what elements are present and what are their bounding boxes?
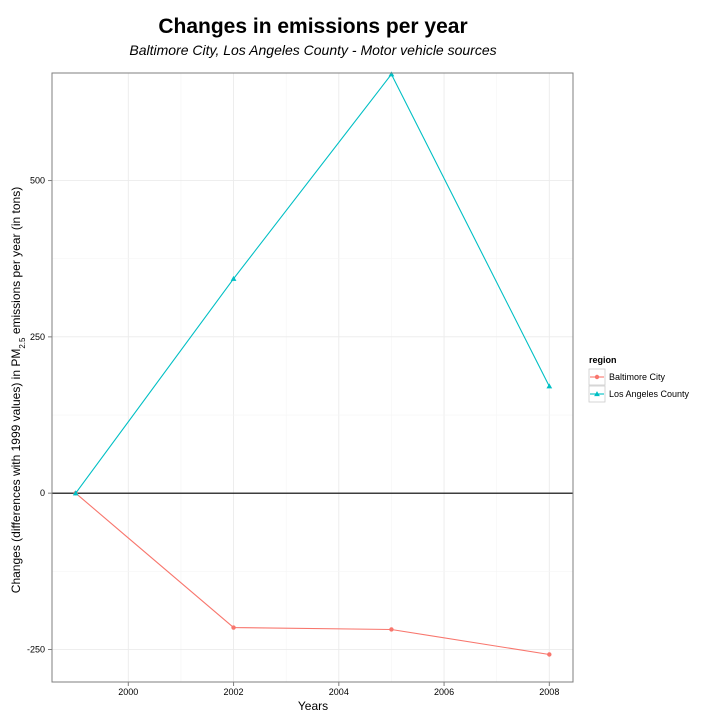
chart-title: Changes in emissions per year: [158, 15, 467, 38]
x-tick-label: 2000: [118, 687, 138, 697]
x-tick-label: 2006: [434, 687, 454, 697]
legend-title: region: [589, 355, 617, 365]
series-layer: [72, 71, 553, 657]
axis-ticks: 2000 2002 2004 2006 2008 -250 0 250 500: [27, 176, 559, 697]
series-line-los-angeles-county: [75, 73, 550, 494]
data-point-baltimore-city: [231, 625, 236, 630]
data-point-los-angeles-county: [230, 275, 237, 281]
y-axis-title-subscript: 2.5: [18, 337, 27, 349]
legend-item-baltimore-city: Baltimore City: [588, 368, 666, 386]
series-line-baltimore-city: [75, 492, 550, 656]
y-tick-label: 250: [30, 332, 45, 342]
data-point-los-angeles-county: [72, 490, 79, 496]
y-tick-label: 500: [30, 176, 45, 186]
y-tick-label: -250: [27, 644, 45, 654]
x-tick-label: 2008: [539, 687, 559, 697]
y-tick-label: 0: [40, 488, 45, 498]
legend-label: Baltimore City: [609, 372, 666, 382]
legend: region Baltimore City Los Angeles County: [588, 355, 690, 403]
legend-key-marker: [594, 391, 600, 397]
x-tick-label: 2002: [224, 687, 244, 697]
y-axis-title-after: emissions per year (in tons): [9, 187, 23, 338]
chart-subtitle: Baltimore City, Los Angeles County - Mot…: [129, 42, 496, 58]
legend-item-los-angeles-county: Los Angeles County: [588, 385, 690, 403]
series-los-angeles-county: [72, 71, 553, 496]
legend-key-marker: [594, 374, 600, 380]
legend-items: Baltimore City Los Angeles County: [588, 368, 690, 403]
plot-panel-border: [51, 72, 574, 683]
x-axis-title: Years: [298, 699, 328, 713]
data-point-baltimore-city: [389, 627, 394, 632]
legend-label: Los Angeles County: [609, 389, 690, 399]
data-point-los-angeles-county: [546, 383, 553, 389]
x-tick-label: 2004: [329, 687, 349, 697]
data-point-los-angeles-county: [388, 71, 395, 77]
data-point-baltimore-city: [547, 652, 552, 657]
y-axis-title-before: Changes (differences with 1999 values) i…: [9, 349, 23, 594]
y-axis-title: Changes (differences with 1999 values) i…: [9, 187, 27, 593]
